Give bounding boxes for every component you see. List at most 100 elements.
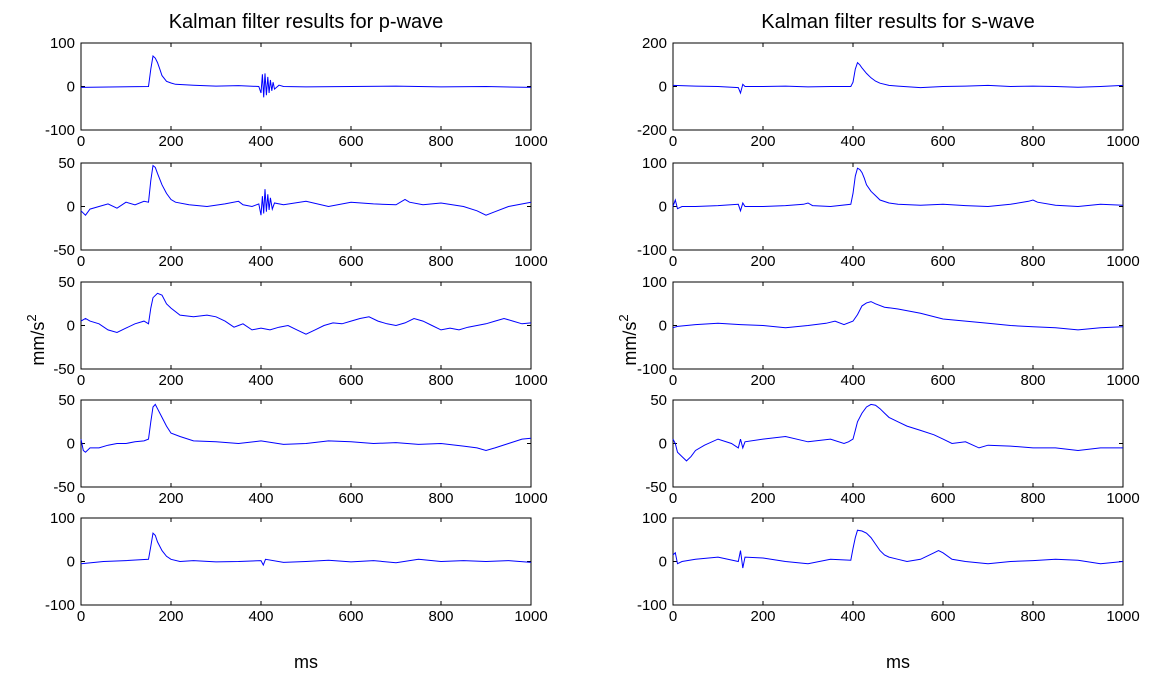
x-tick-label: 1000 <box>514 608 547 625</box>
left-y-axis-label-exponent: 2 <box>24 314 39 321</box>
y-tick-label: 0 <box>67 554 75 571</box>
signal-trace-right-row3 <box>672 301 1124 331</box>
x-tick-label: 800 <box>1020 608 1045 625</box>
x-tick-label: 600 <box>338 133 363 150</box>
x-tick-label: 800 <box>428 253 453 270</box>
y-tick-label: 50 <box>58 274 75 291</box>
x-tick-label: 600 <box>338 253 363 270</box>
x-tick-label: 600 <box>930 490 955 507</box>
y-tick-label: 100 <box>642 274 667 291</box>
y-tick-label: -50 <box>53 479 75 496</box>
right-x-axis-label: ms <box>886 652 910 672</box>
x-tick-label: 1000 <box>514 372 547 389</box>
y-tick-label: 0 <box>67 318 75 335</box>
y-tick-label: -50 <box>53 242 75 259</box>
x-tick-label: 1000 <box>514 253 547 270</box>
x-tick-label: 200 <box>158 253 183 270</box>
x-tick-label: 0 <box>669 133 677 150</box>
right-column-title: Kalman filter results for s-wave <box>761 11 1034 33</box>
axes-frame-right-row2 <box>672 162 1124 251</box>
y-tick-label: 200 <box>642 35 667 52</box>
x-tick-label: 200 <box>750 490 775 507</box>
x-tick-label: 400 <box>248 372 273 389</box>
y-tick-label: -100 <box>45 122 75 139</box>
x-tick-label: 600 <box>930 133 955 150</box>
y-tick-label: -100 <box>637 597 667 614</box>
x-tick-label: 600 <box>930 253 955 270</box>
x-tick-label: 0 <box>77 372 85 389</box>
x-tick-label: 0 <box>77 608 85 625</box>
y-tick-label: 100 <box>642 155 667 172</box>
x-tick-label: 600 <box>338 608 363 625</box>
x-tick-label: 400 <box>248 133 273 150</box>
y-tick-label: -100 <box>45 597 75 614</box>
y-tick-label: 50 <box>650 392 667 409</box>
y-tick-label: 0 <box>659 79 667 96</box>
right-y-axis-label-exponent: 2 <box>616 314 631 321</box>
left-y-axis-label-text: mm/s <box>28 322 48 366</box>
x-tick-label: 800 <box>428 133 453 150</box>
x-tick-label: 400 <box>840 253 865 270</box>
axes-frame-right-row3 <box>672 281 1124 370</box>
y-tick-label: 0 <box>659 554 667 571</box>
x-tick-label: 400 <box>248 490 273 507</box>
y-tick-label: 0 <box>67 79 75 96</box>
x-tick-label: 0 <box>77 253 85 270</box>
x-tick-label: 0 <box>669 490 677 507</box>
x-tick-label: 400 <box>248 608 273 625</box>
x-tick-label: 800 <box>1020 490 1045 507</box>
y-tick-label: 0 <box>67 199 75 216</box>
y-tick-label: 0 <box>659 199 667 216</box>
signal-trace-left-row1 <box>80 54 532 98</box>
y-tick-label: 50 <box>58 155 75 172</box>
x-tick-label: 400 <box>248 253 273 270</box>
x-tick-label: 600 <box>930 608 955 625</box>
x-tick-label: 800 <box>1020 253 1045 270</box>
x-tick-label: 0 <box>669 608 677 625</box>
x-tick-label: 800 <box>428 372 453 389</box>
x-tick-label: 200 <box>750 133 775 150</box>
x-tick-label: 400 <box>840 490 865 507</box>
signal-trace-left-row2 <box>80 164 532 216</box>
x-tick-label: 200 <box>750 608 775 625</box>
signal-trace-left-row3 <box>80 292 532 335</box>
x-tick-label: 200 <box>158 490 183 507</box>
y-tick-label: 0 <box>659 318 667 335</box>
x-tick-label: 1000 <box>1106 372 1139 389</box>
y-tick-label: -200 <box>637 122 667 139</box>
left-column-title: Kalman filter results for p-wave <box>169 11 444 33</box>
x-tick-label: 1000 <box>514 133 547 150</box>
left-y-axis-label: mm/s2 <box>24 314 48 365</box>
right-y-axis-label: mm/s2 <box>616 314 640 365</box>
y-tick-label: 0 <box>67 436 75 453</box>
x-tick-label: 1000 <box>514 490 547 507</box>
signal-trace-left-row4 <box>80 403 532 453</box>
signal-trace-left-row5 <box>80 532 532 567</box>
x-tick-label: 200 <box>158 133 183 150</box>
y-tick-label: -100 <box>637 242 667 259</box>
y-tick-label: -50 <box>53 361 75 378</box>
y-tick-label: 50 <box>58 392 75 409</box>
y-tick-label: 100 <box>50 35 75 52</box>
x-tick-label: 400 <box>840 133 865 150</box>
x-tick-label: 200 <box>750 372 775 389</box>
x-tick-label: 200 <box>750 253 775 270</box>
x-tick-label: 800 <box>428 490 453 507</box>
y-tick-label: -50 <box>645 479 667 496</box>
x-tick-label: 1000 <box>1106 608 1139 625</box>
x-tick-label: 600 <box>338 372 363 389</box>
axes-frame-left-row2 <box>80 162 532 251</box>
axes-frame-left-row3 <box>80 281 532 370</box>
x-tick-label: 600 <box>338 490 363 507</box>
signal-trace-right-row4 <box>672 403 1123 462</box>
x-tick-label: 400 <box>840 608 865 625</box>
y-tick-label: -100 <box>637 361 667 378</box>
